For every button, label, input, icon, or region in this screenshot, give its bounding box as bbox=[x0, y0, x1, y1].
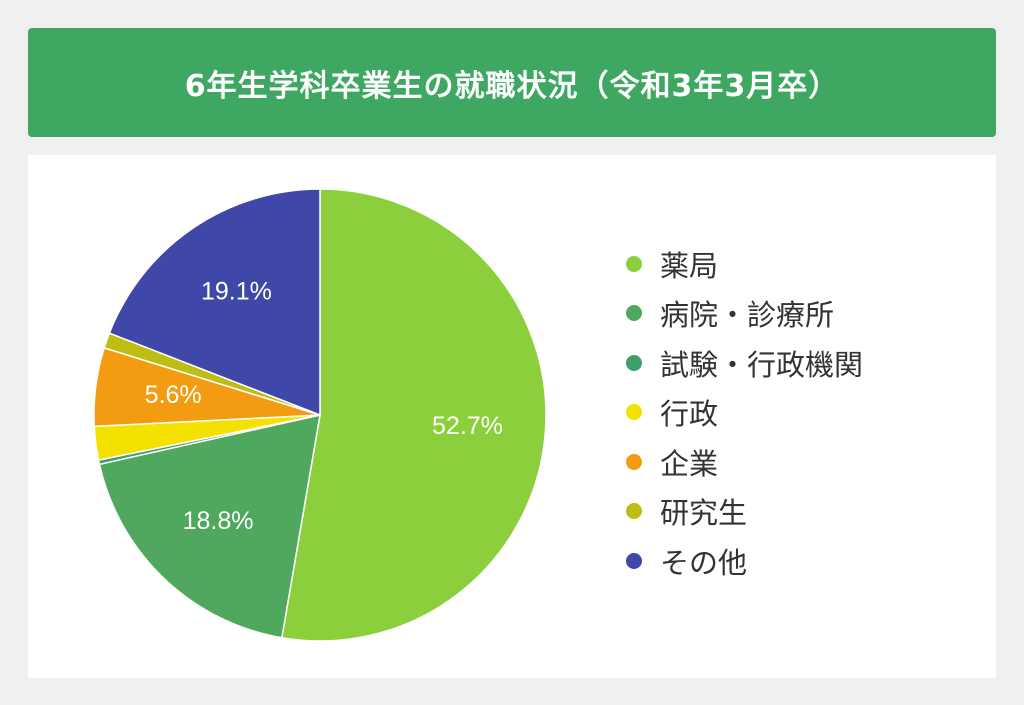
legend-swatch bbox=[626, 552, 642, 569]
chart-legend: 薬局病院・診療所 試験・行政機関 行政企業研究生その他 bbox=[626, 239, 863, 586]
legend-label: 病院・診療所 bbox=[660, 298, 835, 333]
legend-label: 研究生 bbox=[660, 496, 748, 531]
chart-title: 6年生学科卒業生の就職状況（令和3年3月卒） bbox=[184, 68, 840, 104]
legend-item: 薬局 bbox=[626, 239, 863, 289]
legend-swatch bbox=[626, 305, 642, 322]
legend-label: 薬局 bbox=[660, 248, 719, 283]
chart-panel: 52.7% 18.8% 5.6% 19.1% 薬局病院・診療所 試験・行政機関 行政企業研… bbox=[28, 155, 996, 678]
chart-title-banner: 6年生学科卒業生の就職状況（令和3年3月卒） bbox=[28, 28, 996, 137]
legend-item: その他 bbox=[626, 536, 863, 586]
legend-label: 行政 bbox=[660, 397, 719, 432]
pie-slice-7 bbox=[108, 188, 321, 417]
pie-data-label-2: 18.8% bbox=[183, 507, 254, 535]
legend-swatch bbox=[626, 453, 642, 470]
legend-swatch bbox=[626, 404, 642, 421]
legend-item: 研究生 bbox=[626, 487, 863, 537]
legend-item: 病院・診療所 bbox=[626, 289, 863, 339]
pie-data-label-5: 5.6% bbox=[145, 381, 202, 409]
legend-item: 試験・行政機関 bbox=[626, 338, 863, 388]
legend-swatch bbox=[626, 255, 642, 272]
legend-label: その他 bbox=[660, 545, 748, 580]
legend-item: 行政 bbox=[626, 388, 863, 438]
pie-chart: 52.7% 18.8% 5.6% 19.1% bbox=[93, 188, 547, 642]
pie-slice-1 bbox=[280, 188, 547, 642]
legend-item: 企業 bbox=[626, 437, 863, 487]
pie-slice-2 bbox=[98, 414, 321, 639]
legend-label: 企業 bbox=[660, 446, 719, 481]
pie-data-label-7: 19.1% bbox=[201, 277, 272, 305]
legend-swatch bbox=[626, 354, 642, 371]
legend-swatch bbox=[626, 503, 642, 520]
pie-data-label-1: 52.7% bbox=[432, 412, 503, 440]
legend-label: 試験・行政機関 bbox=[660, 347, 864, 382]
